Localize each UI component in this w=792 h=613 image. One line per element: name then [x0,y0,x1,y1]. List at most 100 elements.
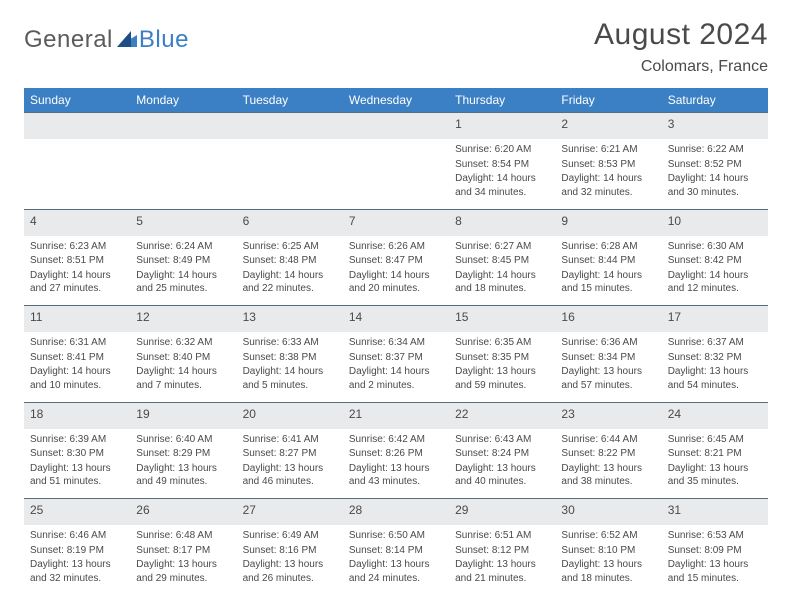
day-number-cell: 2 [555,113,661,140]
sunset-text: Sunset: 8:26 PM [349,447,443,461]
daylight-text: Daylight: 13 hours and 46 minutes. [243,462,337,489]
daylight-text: Daylight: 14 hours and 7 minutes. [136,365,230,392]
day-info-cell: Sunrise: 6:45 AMSunset: 8:21 PMDaylight:… [662,429,768,499]
day-number-cell: 15 [449,306,555,333]
day-info-cell: Sunrise: 6:25 AMSunset: 8:48 PMDaylight:… [237,236,343,306]
day-info-cell [24,139,130,209]
calendar-header: SundayMondayTuesdayWednesdayThursdayFrid… [24,88,768,113]
sunrise-text: Sunrise: 6:52 AM [561,529,655,543]
logo: General Blue [24,26,189,54]
sunset-text: Sunset: 8:19 PM [30,544,124,558]
sunset-text: Sunset: 8:22 PM [561,447,655,461]
day-info-cell: Sunrise: 6:48 AMSunset: 8:17 PMDaylight:… [130,525,236,595]
day-info-cell: Sunrise: 6:37 AMSunset: 8:32 PMDaylight:… [662,332,768,402]
daylight-text: Daylight: 13 hours and 40 minutes. [455,462,549,489]
daylight-text: Daylight: 14 hours and 2 minutes. [349,365,443,392]
day-info-cell: Sunrise: 6:49 AMSunset: 8:16 PMDaylight:… [237,525,343,595]
logo-mark-icon [117,29,137,52]
weekday-header: Saturday [662,88,768,113]
day-number-cell: 19 [130,402,236,429]
day-number-cell: 20 [237,402,343,429]
sunset-text: Sunset: 8:40 PM [136,351,230,365]
weekday-header: Tuesday [237,88,343,113]
day-number-row: 11121314151617 [24,306,768,333]
weekday-header: Monday [130,88,236,113]
day-number-cell: 31 [662,499,768,526]
sunrise-text: Sunrise: 6:24 AM [136,240,230,254]
calendar-page: General Blue August 2024 Colomars, Franc… [0,0,792,613]
daylight-text: Daylight: 13 hours and 26 minutes. [243,558,337,585]
day-info-row: Sunrise: 6:31 AMSunset: 8:41 PM Daylight:… [24,332,768,402]
day-info-cell: Sunrise: 6:40 AMSunset: 8:29 PMDaylight:… [130,429,236,499]
sunrise-text: Sunrise: 6:44 AM [561,433,655,447]
day-number-row: 123 [24,113,768,140]
title-block: August 2024 Colomars, France [594,18,768,76]
sunrise-text: Sunrise: 6:33 AM [243,336,337,350]
day-info-row: Sunrise: 6:39 AMSunset: 8:30 PMDaylight:… [24,429,768,499]
weekday-header: Wednesday [343,88,449,113]
day-info-row: Sunrise: 6:23 AMSunset: 8:51 PMDaylight:… [24,236,768,306]
daylight-text: Daylight: 13 hours and 21 minutes. [455,558,549,585]
sunset-text: Sunset: 8:34 PM [561,351,655,365]
day-number-cell: 3 [662,113,768,140]
weekday-header: Friday [555,88,661,113]
day-info-cell: Sunrise: 6:39 AMSunset: 8:30 PMDaylight:… [24,429,130,499]
daylight-text: Daylight: 13 hours and 32 minutes. [30,558,124,585]
day-number-cell: 9 [555,209,661,236]
daylight-text: Daylight: 14 hours and 12 minutes. [668,269,762,296]
day-info-cell: Sunrise: 6:43 AMSunset: 8:24 PMDaylight:… [449,429,555,499]
daylight-text: Daylight: 13 hours and 29 minutes. [136,558,230,585]
sunset-text: Sunset: 8:29 PM [136,447,230,461]
sunrise-text: Sunrise: 6:32 AM [136,336,230,350]
day-info-cell: Sunrise: 6:41 AMSunset: 8:27 PMDaylight:… [237,429,343,499]
calendar-table: SundayMondayTuesdayWednesdayThursdayFrid… [24,88,768,595]
day-number-cell: 6 [237,209,343,236]
day-number-row: 45678910 [24,209,768,236]
day-number-cell: 7 [343,209,449,236]
day-info-cell: Sunrise: 6:20 AMSunset: 8:54 PMDaylight:… [449,139,555,209]
sunrise-text: Sunrise: 6:45 AM [668,433,762,447]
day-info-cell: Sunrise: 6:26 AMSunset: 8:47 PMDaylight:… [343,236,449,306]
daylight-text: Daylight: 13 hours and 49 minutes. [136,462,230,489]
daylight-text: Daylight: 14 hours and 30 minutes. [668,172,762,199]
day-info-cell: Sunrise: 6:33 AMSunset: 8:38 PMDaylight:… [237,332,343,402]
day-number-cell: 27 [237,499,343,526]
day-number-row: 18192021222324 [24,402,768,429]
sunset-text: Sunset: 8:47 PM [349,254,443,268]
day-info-cell: Sunrise: 6:51 AMSunset: 8:12 PMDaylight:… [449,525,555,595]
sunrise-text: Sunrise: 6:40 AM [136,433,230,447]
day-info-cell: Sunrise: 6:30 AMSunset: 8:42 PMDaylight:… [662,236,768,306]
day-number-cell [237,113,343,140]
sunset-text: Sunset: 8:16 PM [243,544,337,558]
daylight-text: Daylight: 13 hours and 35 minutes. [668,462,762,489]
day-number-cell: 11 [24,306,130,333]
day-info-cell: Sunrise: 6:35 AMSunset: 8:35 PMDaylight:… [449,332,555,402]
sunset-text: Sunset: 8:54 PM [455,158,549,172]
sunrise-text: Sunrise: 6:22 AM [668,143,762,157]
sunset-text: Sunset: 8:30 PM [30,447,124,461]
daylight-text: Daylight: 14 hours and 34 minutes. [455,172,549,199]
day-number-cell [24,113,130,140]
month-title: August 2024 [594,18,768,52]
page-header: General Blue August 2024 Colomars, Franc… [24,18,768,76]
sunset-text: Sunset: 8:09 PM [668,544,762,558]
sunrise-text: Sunrise: 6:28 AM [561,240,655,254]
sunrise-text: Sunrise: 6:21 AM [561,143,655,157]
sunrise-text: Sunrise: 6:36 AM [561,336,655,350]
sunrise-text: Sunrise: 6:50 AM [349,529,443,543]
day-info-row: Sunrise: 6:46 AMSunset: 8:19 PMDaylight:… [24,525,768,595]
sunset-text: Sunset: 8:14 PM [349,544,443,558]
sunset-text: Sunset: 8:37 PM [349,351,443,365]
day-number-cell: 10 [662,209,768,236]
sunset-text: Sunset: 8:49 PM [136,254,230,268]
day-number-cell: 26 [130,499,236,526]
location-label: Colomars, France [594,58,768,76]
day-info-cell: Sunrise: 6:34 AMSunset: 8:37 PMDaylight:… [343,332,449,402]
sunset-text: Sunset: 8:48 PM [243,254,337,268]
daylight-text: Daylight: 14 hours and 22 minutes. [243,269,337,296]
day-info-cell [237,139,343,209]
sunset-text: Sunset: 8:41 PM [30,351,124,365]
daylight-text: Daylight: 13 hours and 43 minutes. [349,462,443,489]
day-number-cell: 22 [449,402,555,429]
sunrise-text: Sunrise: 6:31 AM [30,336,124,350]
